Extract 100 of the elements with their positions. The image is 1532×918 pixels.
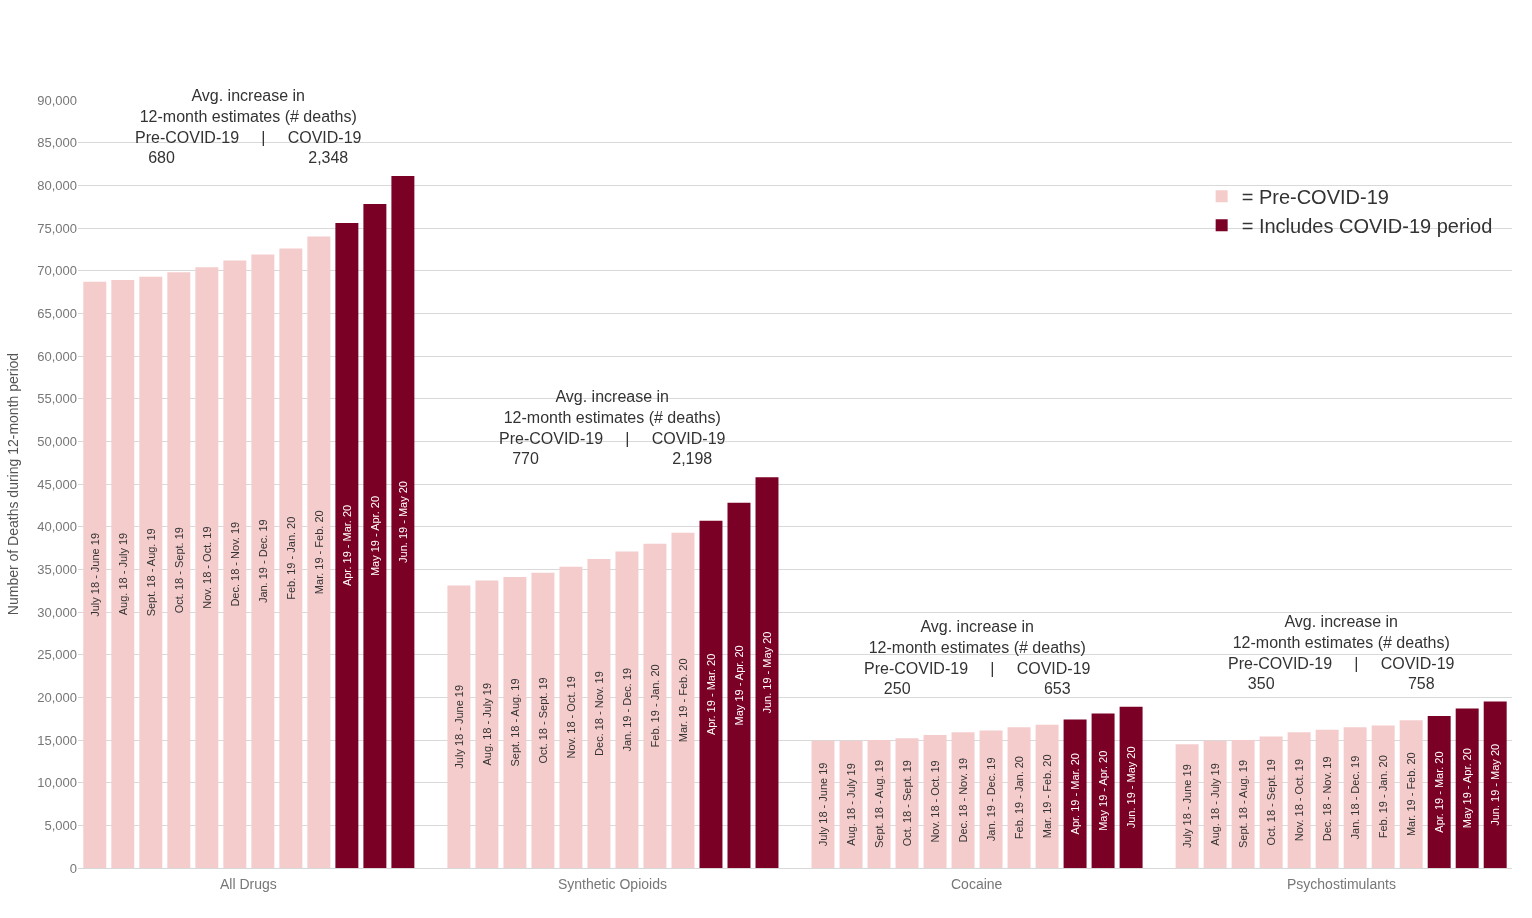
x-tick-label: Aug. 18 - July 19 <box>1209 763 1222 846</box>
y-tick-label: 30,000 <box>37 604 77 620</box>
x-tick-label: Jun. 19 - May 20 <box>1489 743 1502 826</box>
y-tick-label: 35,000 <box>37 561 77 577</box>
y-tick-label: 0 <box>69 860 77 876</box>
bar <box>223 260 247 868</box>
bar <box>363 204 387 868</box>
x-tick-label: May 19 - Apr. 20 <box>732 645 745 726</box>
bar <box>279 248 303 868</box>
bar <box>979 730 1003 868</box>
x-tick-label: Feb. 19 - Jan. 20 <box>648 664 661 748</box>
bar <box>643 543 667 868</box>
y-tick-label: 15,000 <box>37 732 77 748</box>
x-tick-label: Dec. 18 - Nov. 19 <box>1321 756 1334 842</box>
bar <box>307 236 331 868</box>
x-tick-label: Mar. 19 - Feb. 20 <box>312 510 325 595</box>
text: Cocaine <box>951 876 1003 892</box>
bar <box>1007 727 1031 868</box>
y-tick-label: 75,000 <box>37 220 77 236</box>
x-tick-label: July 18 - June 19 <box>452 684 465 769</box>
bar <box>447 585 471 868</box>
x-tick-label: Oct. 18 - Sept. 19 <box>1265 759 1278 846</box>
text: All Drugs <box>220 876 277 892</box>
x-tick-label: Nov. 18 - Oct. 19 <box>200 526 213 609</box>
x-tick-label: Feb. 19 - Jan. 20 <box>1013 756 1026 840</box>
x-tick-label: Sept. 18 - Aug. 19 <box>144 528 157 617</box>
y-tick-label: 20,000 <box>37 689 77 705</box>
bar <box>335 222 359 868</box>
y-tick-label: 90,000 <box>37 92 77 108</box>
x-tick-label: Jun. 19 - May 20 <box>1125 746 1138 829</box>
legend-label: = Pre-COVID-19 <box>1241 186 1389 209</box>
bar <box>671 532 695 868</box>
x-tick-label: Feb. 19 - Jan. 20 <box>284 516 297 600</box>
bar <box>475 580 499 868</box>
x-tick-label: May 19 - Apr. 20 <box>1097 750 1110 831</box>
text: Psychostimulants <box>1287 876 1396 892</box>
x-tick-label: Oct. 18 - Sept. 19 <box>901 760 914 847</box>
x-tick-label: Mar. 19 - Feb. 20 <box>676 658 689 743</box>
x-tick-label: July 18 - June 19 <box>1181 764 1194 849</box>
bar <box>615 551 639 868</box>
x-tick-label: Jan. 18 - Dec. 19 <box>1349 755 1362 840</box>
annotation: Avg. increase in 12-month estimates (# deaths) Pre-COVID-19 | COVID-19 350 758 <box>1228 613 1455 693</box>
bar <box>391 175 415 868</box>
x-tick-label: Nov. 18 - Oct. 19 <box>929 760 942 843</box>
annotation: Avg. increase in 12-month estimates (# deaths) Pre-COVID-19 | COVID-19 250 653 <box>864 618 1091 698</box>
x-tick-label: Oct. 18 - Sept. 19 <box>536 677 549 764</box>
bar <box>755 477 779 868</box>
x-tick-label: Mar. 19 - Feb. 20 <box>1405 752 1418 837</box>
x-tick-label: Oct. 18 - Sept. 19 <box>172 527 185 614</box>
x-tick-label: Apr. 19 - Mar. 20 <box>340 504 353 587</box>
x-tick-label: Dec. 18 - Nov. 19 <box>592 671 605 756</box>
y-tick-label: 10,000 <box>37 775 77 791</box>
x-tick-label: Jan. 19 - Dec. 19 <box>256 519 269 604</box>
x-tick-label: Jan. 19 - Dec. 19 <box>620 667 633 752</box>
y-tick-label: 80,000 <box>37 177 77 193</box>
x-tick-label: Dec. 18 - Nov. 19 <box>957 757 970 843</box>
x-tick-label: Jun. 19 - May 20 <box>760 631 773 714</box>
y-tick-label: 85,000 <box>37 135 77 151</box>
bar <box>503 577 527 868</box>
bar <box>83 281 107 868</box>
x-tick-label: July 18 - June 19 <box>88 532 101 617</box>
x-tick-label: Aug. 18 - July 19 <box>116 532 129 616</box>
x-tick-label: May 19 - Apr. 20 <box>1461 748 1474 829</box>
y-tick-label: 70,000 <box>37 263 77 279</box>
bar <box>1427 716 1451 868</box>
bar <box>1455 708 1479 868</box>
legend-label: = Includes COVID-19 period <box>1241 215 1493 238</box>
bar <box>111 280 135 868</box>
bar <box>1315 729 1339 868</box>
bar <box>1483 701 1507 868</box>
x-tick-label: Sept. 18 - Aug. 19 <box>873 759 886 849</box>
y-tick-label: 45,000 <box>37 476 77 492</box>
y-tick-label: 60,000 <box>37 348 77 364</box>
x-tick-label: Feb. 19 - Jan. 20 <box>1377 755 1390 839</box>
bar <box>951 732 975 868</box>
bar <box>1091 713 1115 868</box>
bar <box>1119 706 1143 868</box>
x-tick-label: July 18 - June 19 <box>817 762 830 847</box>
bar <box>1287 732 1311 868</box>
bar <box>1399 720 1423 868</box>
x-tick-label: Apr. 19 - Mar. 20 <box>1069 753 1082 835</box>
bar <box>1063 719 1087 868</box>
bar <box>727 502 751 868</box>
bar <box>699 520 723 868</box>
x-tick-label: Sept. 18 - Aug. 19 <box>1237 759 1250 849</box>
bar <box>1343 727 1367 868</box>
bar <box>251 254 275 868</box>
bar <box>531 572 555 868</box>
y-tick-label: 25,000 <box>37 647 77 663</box>
bar <box>195 267 219 868</box>
x-tick-label: May 19 - Apr. 20 <box>368 496 381 577</box>
x-tick-label: Aug. 18 - July 19 <box>845 763 858 846</box>
x-tick-label: Apr. 19 - Mar. 20 <box>1433 751 1446 833</box>
x-tick-label: Apr. 19 - Mar. 20 <box>704 653 717 736</box>
x-tick-label: Dec. 18 - Nov. 19 <box>228 521 241 607</box>
y-tick-label: 50,000 <box>37 433 77 449</box>
bar <box>1035 724 1059 868</box>
x-tick-label: Jan. 19 - Dec. 19 <box>985 757 998 842</box>
x-tick-label: Nov. 18 - Oct. 19 <box>564 676 577 759</box>
bar <box>139 276 163 868</box>
